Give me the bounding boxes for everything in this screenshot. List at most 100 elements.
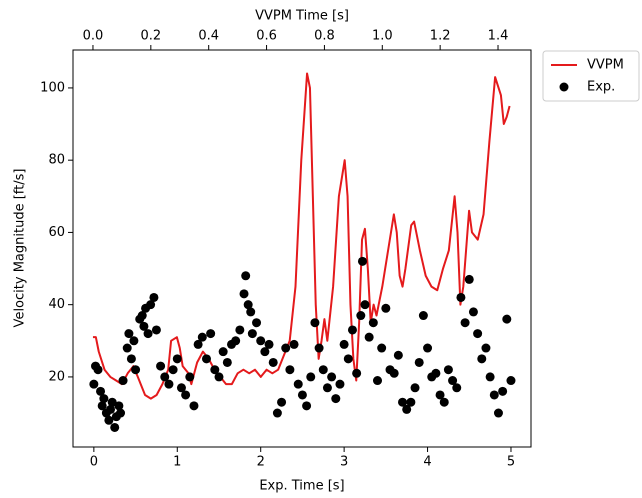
x-axis-title: Exp. Time [s] (259, 479, 344, 494)
scatter-point (485, 372, 495, 382)
scatter-point (498, 386, 508, 396)
scatter-point (289, 339, 299, 349)
scatter-point (443, 365, 453, 375)
scatter-point (481, 343, 491, 353)
x-tick-label: 5 (507, 455, 515, 470)
scatter-point (268, 357, 278, 367)
scatter-point (343, 354, 353, 364)
scatter-point (131, 365, 141, 375)
scatter-point (464, 274, 474, 284)
legend-label: Exp. (587, 80, 615, 95)
scatter-point (114, 401, 124, 411)
scatter-point (372, 376, 382, 386)
scatter-point (168, 365, 178, 375)
scatter-point (414, 357, 424, 367)
scatter-point (356, 311, 366, 321)
scatter-point (431, 368, 441, 378)
scatter-point (143, 329, 153, 339)
scatter-point (352, 368, 362, 378)
scatter-point (106, 404, 116, 414)
scatter-point (360, 300, 370, 310)
scatter-point (285, 365, 295, 375)
scatter-point (96, 386, 106, 396)
scatter-point (104, 415, 114, 425)
scatter-point (189, 401, 199, 411)
scatter-point (97, 401, 107, 411)
scatter-point (489, 390, 499, 400)
y-tick-label: 40 (48, 297, 65, 312)
scatter-point (243, 300, 253, 310)
y-axis-title: Velocity Magnitude [ft/s] (13, 169, 28, 328)
scatter-point (393, 350, 403, 360)
scatter-point (256, 336, 266, 346)
scatter-point (201, 354, 211, 364)
scatter-point (439, 397, 449, 407)
scatter-point (156, 361, 166, 371)
scatter-point (364, 332, 374, 342)
scatter-point (252, 318, 262, 328)
scatter-point (368, 318, 378, 328)
scatter-point (435, 390, 445, 400)
scatter-point (381, 303, 391, 313)
x2-tick-label: 0.0 (83, 29, 104, 44)
x-tick-label: 1 (173, 455, 181, 470)
scatter-point (410, 383, 420, 393)
scatter-point (452, 383, 462, 393)
x2-tick-label: 1.4 (488, 29, 509, 44)
line (92, 72, 511, 400)
scatter-point (231, 336, 241, 346)
scatter-point (281, 343, 291, 353)
x-tick-label: 3 (340, 455, 348, 470)
scatter-point (218, 347, 228, 357)
scatter-point (335, 379, 345, 389)
scatter-point (164, 379, 174, 389)
scatter-point (423, 343, 433, 353)
scatter-point (260, 347, 270, 357)
scatter-point (241, 271, 251, 281)
scatter-point (322, 383, 332, 393)
scatter-point (118, 376, 128, 386)
scatter-point (149, 292, 159, 302)
scatter-point (139, 321, 149, 331)
scatter-point (116, 408, 126, 418)
scatter-point (193, 339, 203, 349)
scatter-point (418, 311, 428, 321)
scatter-point (110, 422, 120, 432)
scatter-point (122, 343, 132, 353)
scatter-point (502, 314, 512, 324)
scatter-point (456, 292, 466, 302)
scatter-point (398, 397, 408, 407)
scatter-point (146, 300, 156, 310)
scatter-point (137, 311, 147, 321)
x2-tick-label: 1.0 (372, 29, 393, 44)
scatter-point (402, 404, 412, 414)
scatter-point (181, 390, 191, 400)
legend-label: VVPM (587, 58, 624, 73)
scatter-point (126, 354, 136, 364)
x2-tick-label: 1.2 (430, 29, 451, 44)
scatter-point (389, 368, 399, 378)
scatter-point (347, 325, 357, 335)
scatter-point (493, 408, 503, 418)
scatter-point (406, 397, 416, 407)
scatter-point (239, 289, 249, 299)
x2-tick-label: 0.8 (314, 29, 335, 44)
scatter-point (222, 357, 232, 367)
scatter-point (214, 372, 224, 382)
scatter-point (151, 325, 161, 335)
x2-axis-title: VVPM Time [s] (255, 9, 349, 24)
scatter-point (272, 408, 282, 418)
scatter-point (172, 354, 182, 364)
legend-marker (559, 82, 569, 92)
scatter-point (318, 365, 328, 375)
scatter-point (160, 372, 170, 382)
scatter-point (210, 365, 220, 375)
plot-frame (72, 49, 532, 448)
scatter-point (129, 336, 139, 346)
scatter-point (468, 307, 478, 317)
y-tick-label: 100 (40, 80, 65, 95)
scatter-point (506, 376, 516, 386)
scatter-point (460, 318, 470, 328)
scatter-point (89, 379, 99, 389)
scatter-point (331, 394, 341, 404)
